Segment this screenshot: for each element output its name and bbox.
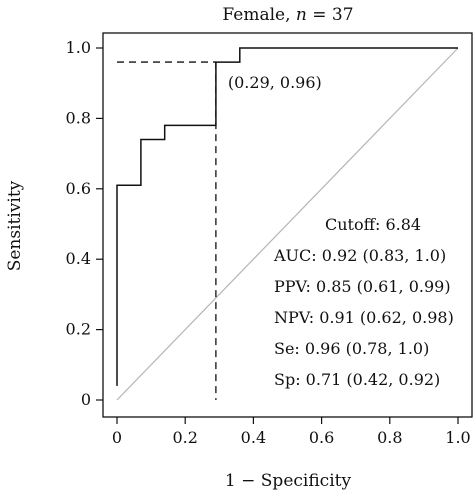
plot-area: (0.29, 0.96) 0 0.2 0.4 0.6 0.8 1.0 0 0.2 0.4 0.6 0.…: [66, 32, 473, 447]
x-tick-label: 0.8: [377, 428, 402, 447]
y-tick-label: 0.4: [66, 249, 91, 268]
y-tick-label: 0.8: [66, 108, 91, 127]
cutoff-stat: Cutoff: 6.84: [325, 215, 421, 234]
roc-curve: [116, 47, 458, 386]
y-tick-label: 0.2: [66, 320, 91, 339]
x-tick-label: 0.2: [172, 428, 197, 447]
y-axis-title: Sensitivity: [5, 180, 25, 271]
y-tick-label: 1.0: [66, 38, 91, 57]
stat-line: PPV: 0.85 (0.61, 0.99): [274, 277, 451, 296]
stat-line: Sp: 0.71 (0.42, 0.92): [274, 370, 440, 389]
chart-title: Female, n = 37: [222, 5, 353, 25]
y-tick-label: 0.6: [66, 179, 91, 198]
x-tick-label: 1.0: [445, 428, 470, 447]
reference-diagonal-line: [116, 47, 459, 401]
stat-line: NPV: 0.91 (0.62, 0.98): [274, 308, 454, 327]
y-tick-label: 0: [81, 390, 91, 409]
x-tick-label: 0: [112, 428, 122, 447]
stat-line: Se: 0.96 (0.78, 1.0): [274, 339, 429, 358]
stat-line: AUC: 0.92 (0.83, 1.0): [273, 246, 446, 265]
x-axis-title: 1 − Specificity: [225, 471, 352, 491]
cutoff-point-label: (0.29, 0.96): [228, 73, 322, 92]
plot-frame: [102, 32, 473, 418]
x-tick-label: 0.6: [309, 428, 334, 447]
x-tick-label: 0.4: [241, 428, 266, 447]
